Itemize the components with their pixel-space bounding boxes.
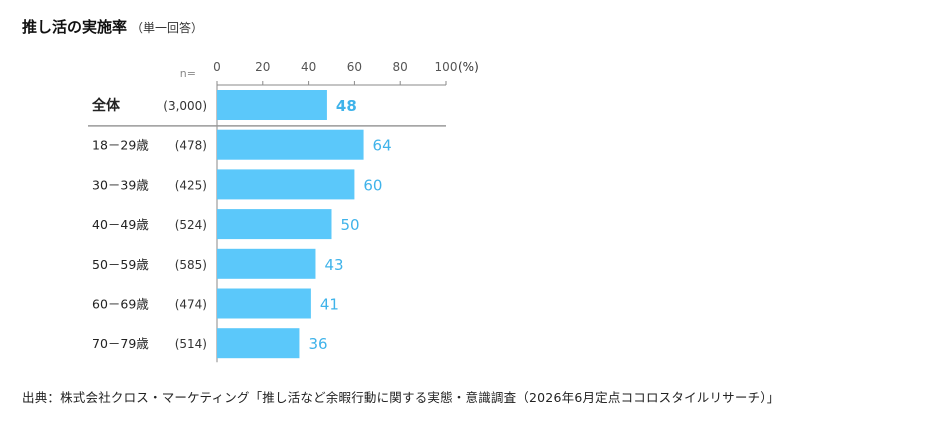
bar-chart: 0 20 40 60 80 100 (%) n= 全体 (3,000) 48 18－29歳 (478) 6… [88, 60, 479, 363]
subtitle-text: （単一回答） [131, 21, 204, 35]
bar [217, 328, 300, 359]
unit-label: (%) [458, 60, 479, 74]
sample-size-label: (3,000) [163, 99, 207, 113]
category-label: 30－39歳 [92, 177, 149, 192]
sample-size-label: (524) [175, 218, 207, 232]
x-tick-label: 0 [213, 60, 221, 74]
value-label: 36 [308, 335, 327, 353]
value-label: 64 [373, 137, 392, 155]
x-tick-label: 80 [393, 60, 408, 74]
x-tick-label: 20 [255, 60, 270, 74]
category-label: 40－49歳 [92, 217, 149, 232]
bar [217, 288, 311, 319]
x-tick-label: 40 [301, 60, 316, 74]
value-label: 50 [341, 216, 360, 234]
value-label: 48 [336, 97, 357, 115]
title-text: 推し活の実施率 [22, 18, 128, 36]
sample-size-label: (474) [175, 298, 207, 312]
category-label: 18－29歳 [92, 138, 149, 153]
bar [217, 129, 364, 160]
value-label: 43 [324, 256, 343, 274]
sample-size-label: (585) [175, 258, 207, 272]
bar [217, 169, 355, 200]
n-label: n= [180, 67, 196, 80]
category-label: 50－59歳 [92, 257, 149, 272]
category-label: 70－79歳 [92, 336, 149, 351]
value-label: 60 [363, 176, 382, 194]
bar [217, 248, 316, 279]
category-label: 全体 [91, 97, 121, 114]
x-tick-label: 100 [435, 60, 458, 74]
sample-size-label: (478) [175, 139, 207, 153]
sample-size-label: (425) [175, 178, 207, 192]
category-label: 60－69歳 [92, 297, 149, 312]
sample-size-label: (514) [175, 337, 207, 351]
source-note: 出典：株式会社クロス・マーケティング「推し活など余暇行動に関する実態・意識調査（… [22, 390, 780, 405]
chart-title: 推し活の実施率 （単一回答） [22, 16, 203, 37]
bar [217, 90, 327, 120]
bar [217, 209, 332, 240]
value-label: 41 [320, 296, 339, 314]
x-tick-label: 60 [347, 60, 362, 74]
